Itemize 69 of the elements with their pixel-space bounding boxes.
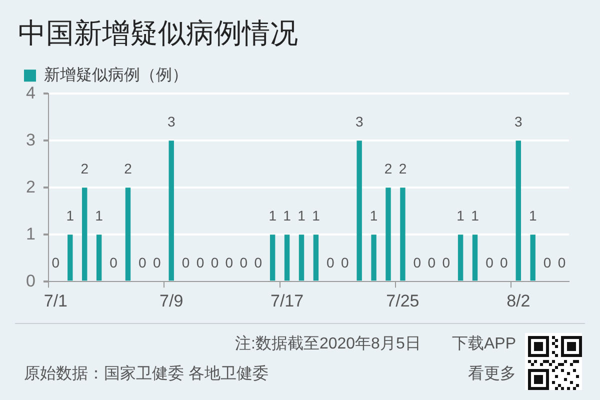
data-label: 0 [326, 254, 335, 270]
data-label: 1 [528, 207, 537, 224]
bar [516, 140, 521, 281]
bar [68, 234, 73, 281]
x-tick-label: 7/1 [44, 291, 68, 310]
bar [270, 234, 276, 281]
data-label: 0 [442, 254, 450, 270]
bar [82, 188, 88, 281]
data-label: 1 [283, 207, 292, 224]
text: 下载APP [452, 334, 516, 352]
data-label: 1 [456, 207, 465, 224]
data-label: 0 [340, 254, 349, 270]
data-label: 0 [254, 254, 262, 270]
data-label: 3 [355, 113, 364, 130]
y-tick-label: 3 [26, 130, 36, 150]
bar [313, 234, 319, 281]
data-label: 0 [240, 254, 248, 270]
data-label: 0 [196, 254, 204, 270]
data-label: 2 [384, 160, 392, 176]
y-tick-label: 2 [26, 177, 36, 196]
bar [530, 234, 536, 281]
y-tick-label: 4 [26, 83, 36, 102]
data-label: 1 [268, 207, 277, 224]
data-label: 0 [486, 254, 494, 270]
data-label: 0 [558, 254, 566, 270]
data-label: 0 [138, 254, 147, 270]
data-label: 1 [471, 207, 480, 224]
legend-label: 新增疑似病例（例） [44, 66, 188, 84]
data-label: 1 [95, 207, 104, 224]
bar [371, 234, 376, 281]
chart-title: 中国新增疑似病例情况 [18, 18, 298, 49]
data-label: 0 [110, 254, 118, 270]
data-label: 2 [80, 160, 89, 176]
data-label: 0 [500, 254, 508, 270]
data-label: 2 [124, 160, 132, 176]
data-label: 0 [225, 254, 234, 270]
bar [284, 234, 290, 281]
x-tick-label: 7/25 [386, 291, 420, 310]
bar [356, 140, 362, 281]
x-tick-label: 7/17 [270, 291, 304, 310]
data-label: 1 [312, 207, 320, 224]
data-label: 0 [428, 254, 436, 270]
text: 注:数据截至2020年8月5日 [235, 334, 421, 352]
data-label: 0 [413, 254, 422, 270]
bar [298, 234, 304, 281]
data-label: 1 [370, 207, 378, 224]
text: 原始数据：国家卫健委 各地卫健委 [24, 364, 268, 382]
x-tick-label: 7/9 [160, 291, 184, 310]
bar [400, 188, 406, 281]
data-label: 2 [398, 160, 407, 176]
data-label: 3 [514, 113, 522, 130]
bar [96, 234, 102, 281]
data-label: 0 [210, 254, 219, 270]
bar [168, 140, 174, 281]
y-tick-label: 0 [26, 271, 36, 290]
bar [458, 234, 464, 281]
y-tick-label: 1 [26, 224, 36, 244]
bar [125, 188, 131, 281]
bar [386, 188, 391, 281]
data-label: 1 [298, 207, 306, 224]
bar [472, 234, 478, 281]
data-label: 0 [182, 254, 190, 270]
data-label: 0 [543, 254, 552, 270]
text: 看更多 [468, 364, 516, 382]
data-label: 3 [167, 113, 176, 130]
data-label: 0 [153, 254, 162, 270]
data-label: 0 [52, 254, 60, 270]
x-tick-label: 8/2 [506, 291, 530, 310]
data-label: 1 [66, 207, 74, 224]
